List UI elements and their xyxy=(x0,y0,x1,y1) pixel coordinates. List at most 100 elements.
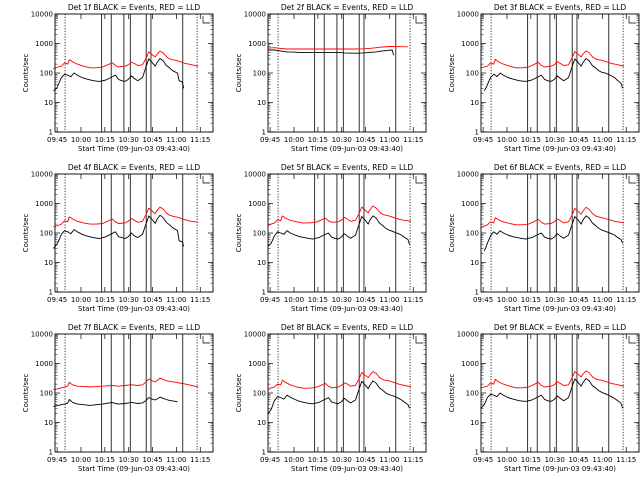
y-tick-label: 1000 xyxy=(35,200,53,208)
x-tick-label: 10:15 xyxy=(308,296,328,304)
y-tick-label: 100 xyxy=(40,70,53,78)
lld-series-line xyxy=(480,370,625,389)
y-tick-label: 100 xyxy=(253,230,266,238)
x-tick-label: 10:30 xyxy=(545,296,565,304)
plot-frame xyxy=(54,173,214,293)
x-tick-label: 09:45 xyxy=(260,136,280,144)
plot-frame xyxy=(480,173,640,293)
corner-mark xyxy=(415,16,423,24)
x-tick-label: 11:15 xyxy=(190,456,210,464)
detector-panel: Det 3f BLACK = Events, RED = LLD Counts/s… xyxy=(448,3,640,153)
lld-series-line xyxy=(53,206,199,228)
x-tick-label: 11:00 xyxy=(166,296,186,304)
y-tick-label: 1000 xyxy=(248,40,266,48)
y-tick-label: 10 xyxy=(44,259,53,267)
panel-title: Det 4f BLACK = Events, RED = LLD xyxy=(68,163,201,172)
x-tick-label: 10:15 xyxy=(521,136,541,144)
y-tick-label: 10000 xyxy=(31,331,53,339)
x-tick-label: 11:00 xyxy=(379,456,399,464)
x-tick-label: 10:30 xyxy=(332,136,352,144)
x-tick-label: 10:45 xyxy=(355,136,375,144)
x-tick-label: 09:45 xyxy=(260,456,280,464)
panel-title: Det 2f BLACK = Events, RED = LLD xyxy=(281,3,414,12)
detector-panel: Det 2f BLACK = Events, RED = LLD Counts/s… xyxy=(235,3,427,153)
lld-series-line xyxy=(480,206,625,229)
events-series-line xyxy=(480,378,624,409)
corner-mark xyxy=(628,336,636,344)
y-axis-label: Counts/sec xyxy=(22,374,30,413)
panel-title: Det 7f BLACK = Events, RED = LLD xyxy=(68,323,201,332)
x-tick-label: 11:15 xyxy=(190,136,210,144)
x-tick-label: 10:30 xyxy=(545,136,565,144)
events-series-line xyxy=(268,49,395,56)
events-series-line xyxy=(267,380,411,414)
corner-mark xyxy=(628,16,636,24)
y-tick-label: 10000 xyxy=(31,171,53,179)
y-tick-label: 1 xyxy=(49,289,53,297)
events-series-line xyxy=(53,396,178,407)
detector-panel: Det 8f BLACK = Events, RED = LLD Counts/s… xyxy=(235,323,427,473)
x-tick-label: 10:00 xyxy=(71,456,91,464)
x-tick-label: 10:30 xyxy=(119,296,139,304)
plot-frame xyxy=(267,333,427,453)
detector-panel: Det 4f BLACK = Events, RED = LLD Counts/s… xyxy=(22,163,214,313)
lld-series-line xyxy=(53,50,199,70)
y-tick-label: 100 xyxy=(253,70,266,78)
y-axis-label: Counts/sec xyxy=(235,214,243,253)
y-tick-label: 10 xyxy=(470,259,479,267)
y-tick-label: 1000 xyxy=(248,360,266,368)
x-axis-label: Start Time (09-Jun-03 09:43:40) xyxy=(504,305,616,313)
lld-series-line xyxy=(480,50,625,69)
x-axis-label: Start Time (09-Jun-03 09:43:40) xyxy=(291,465,403,473)
x-tick-label: 10:15 xyxy=(95,456,115,464)
x-tick-label: 10:45 xyxy=(355,296,375,304)
y-tick-label: 10 xyxy=(44,419,53,427)
events-series-line xyxy=(267,215,411,247)
x-tick-label: 10:45 xyxy=(142,136,162,144)
y-tick-label: 100 xyxy=(253,390,266,398)
y-tick-label: 1 xyxy=(262,449,266,457)
x-tick-label: 11:00 xyxy=(592,456,612,464)
x-tick-label: 10:45 xyxy=(568,296,588,304)
detector-panel: Det 6f BLACK = Events, RED = LLD Counts/s… xyxy=(448,163,640,313)
lld-series-line xyxy=(267,205,412,226)
x-tick-label: 11:00 xyxy=(379,296,399,304)
x-axis-label: Start Time (09-Jun-03 09:43:40) xyxy=(291,305,403,313)
x-tick-label: 10:45 xyxy=(142,456,162,464)
x-tick-label: 09:45 xyxy=(47,136,67,144)
plot-frame xyxy=(480,13,640,133)
y-tick-label: 1000 xyxy=(35,40,53,48)
x-tick-label: 11:15 xyxy=(403,456,423,464)
x-tick-label: 10:45 xyxy=(142,296,162,304)
x-tick-label: 10:00 xyxy=(284,456,304,464)
x-tick-label: 11:15 xyxy=(403,296,423,304)
lld-series-line xyxy=(267,45,409,50)
x-tick-label: 10:45 xyxy=(568,136,588,144)
plot-frame xyxy=(54,13,214,133)
y-tick-label: 10 xyxy=(257,99,266,107)
x-tick-label: 10:00 xyxy=(497,456,517,464)
y-tick-label: 10 xyxy=(470,419,479,427)
x-tick-label: 09:45 xyxy=(473,296,493,304)
corner-mark xyxy=(628,176,636,184)
x-tick-label: 11:00 xyxy=(166,456,186,464)
plot-frame xyxy=(267,13,427,133)
detector-panel: Det 1f BLACK = Events, RED = LLD Counts/s… xyxy=(22,3,214,153)
x-tick-label: 11:00 xyxy=(592,136,612,144)
x-tick-label: 10:30 xyxy=(545,456,565,464)
y-tick-label: 100 xyxy=(466,70,479,78)
corner-mark xyxy=(202,336,210,344)
x-tick-label: 10:30 xyxy=(332,456,352,464)
y-tick-label: 10000 xyxy=(31,11,53,19)
y-tick-label: 100 xyxy=(40,230,53,238)
x-tick-label: 11:00 xyxy=(592,296,612,304)
x-tick-label: 11:15 xyxy=(616,296,636,304)
x-tick-label: 11:00 xyxy=(379,136,399,144)
x-tick-label: 10:00 xyxy=(284,296,304,304)
detector-panel: Det 7f BLACK = Events, RED = LLD Counts/s… xyxy=(22,323,214,473)
y-tick-label: 10 xyxy=(257,419,266,427)
y-tick-label: 100 xyxy=(466,230,479,238)
y-tick-label: 1 xyxy=(475,289,479,297)
plot-frame xyxy=(267,173,427,293)
